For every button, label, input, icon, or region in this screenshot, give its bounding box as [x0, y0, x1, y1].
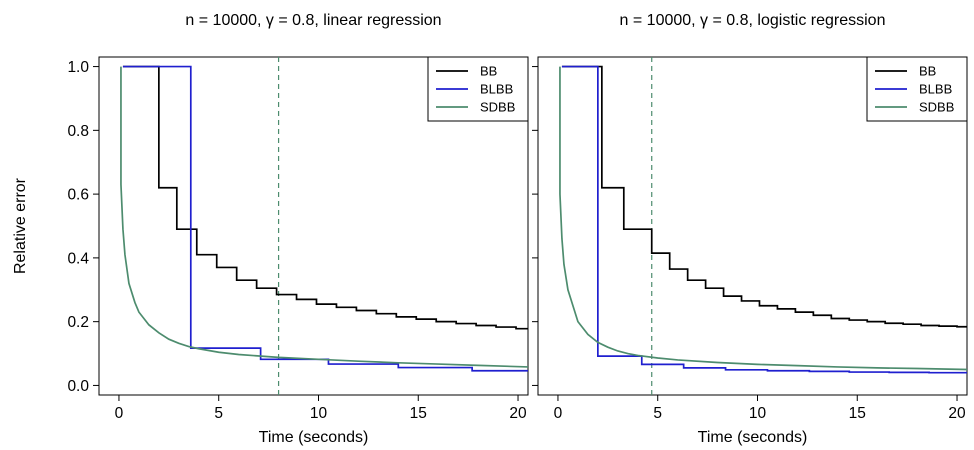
- y-tick-label: 0.0: [67, 378, 89, 395]
- x-tick-label: 20: [948, 405, 966, 422]
- legend-label-bb: BB: [480, 64, 497, 79]
- legend-label-blbb: BLBB: [480, 82, 513, 97]
- y-tick-label: 0.8: [67, 123, 89, 140]
- series-line-bb: [122, 65, 528, 330]
- legend-label-blbb: BLBB: [919, 82, 952, 97]
- x-tick-label: 20: [509, 405, 527, 422]
- y-tick-label: 0.2: [67, 314, 89, 331]
- chart-title: n = 10000, γ = 0.8, linear regression: [185, 12, 441, 29]
- x-tick-label: 10: [310, 405, 328, 422]
- x-tick-label: 10: [749, 405, 767, 422]
- legend-label-bb: BB: [919, 64, 936, 79]
- legend: BB BLBB SDBB: [427, 56, 529, 122]
- chart-panel-logistic: n = 10000, γ = 0.8, logistic regression …: [532, 12, 968, 446]
- x-tick-label: 0: [554, 405, 563, 422]
- x-tick-label: 15: [410, 405, 427, 422]
- plot-frame: [98, 56, 529, 396]
- x-axis-label: Time (seconds): [259, 429, 369, 446]
- series-line-blbb: [561, 65, 967, 374]
- axis-ticks: 0 5 10 15 20 0.0 0.2 0.4 0.6 0.8 1.0: [67, 59, 527, 422]
- plot-frame: [537, 56, 968, 396]
- chart-title: n = 10000, γ = 0.8, logistic regression: [620, 12, 886, 29]
- axis-ticks: 0 5 10 15 20: [532, 66, 966, 422]
- legend-label-sdbb: SDBB: [919, 100, 954, 115]
- series-group: [120, 57, 528, 395]
- x-tick-label: 5: [214, 405, 223, 422]
- y-tick-label: 0.4: [67, 250, 89, 267]
- series-line-blbb: [122, 65, 528, 372]
- y-axis-label: Relative error: [12, 177, 29, 274]
- chart-panel-linear: n = 10000, γ = 0.8, linear regression Ti…: [12, 12, 529, 446]
- y-tick-label: 0.6: [67, 187, 89, 204]
- series-line-bb: [561, 65, 967, 328]
- series-line-sdbb: [559, 66, 967, 371]
- x-axis-label: Time (seconds): [698, 429, 808, 446]
- y-tick-label: 1.0: [67, 59, 89, 76]
- x-tick-label: 0: [115, 405, 124, 422]
- series-group: [559, 57, 967, 395]
- x-tick-label: 5: [653, 405, 662, 422]
- x-tick-label: 15: [849, 405, 866, 422]
- legend: BB BLBB SDBB: [866, 56, 968, 122]
- legend-label-sdbb: SDBB: [480, 100, 515, 115]
- series-line-sdbb: [120, 66, 528, 368]
